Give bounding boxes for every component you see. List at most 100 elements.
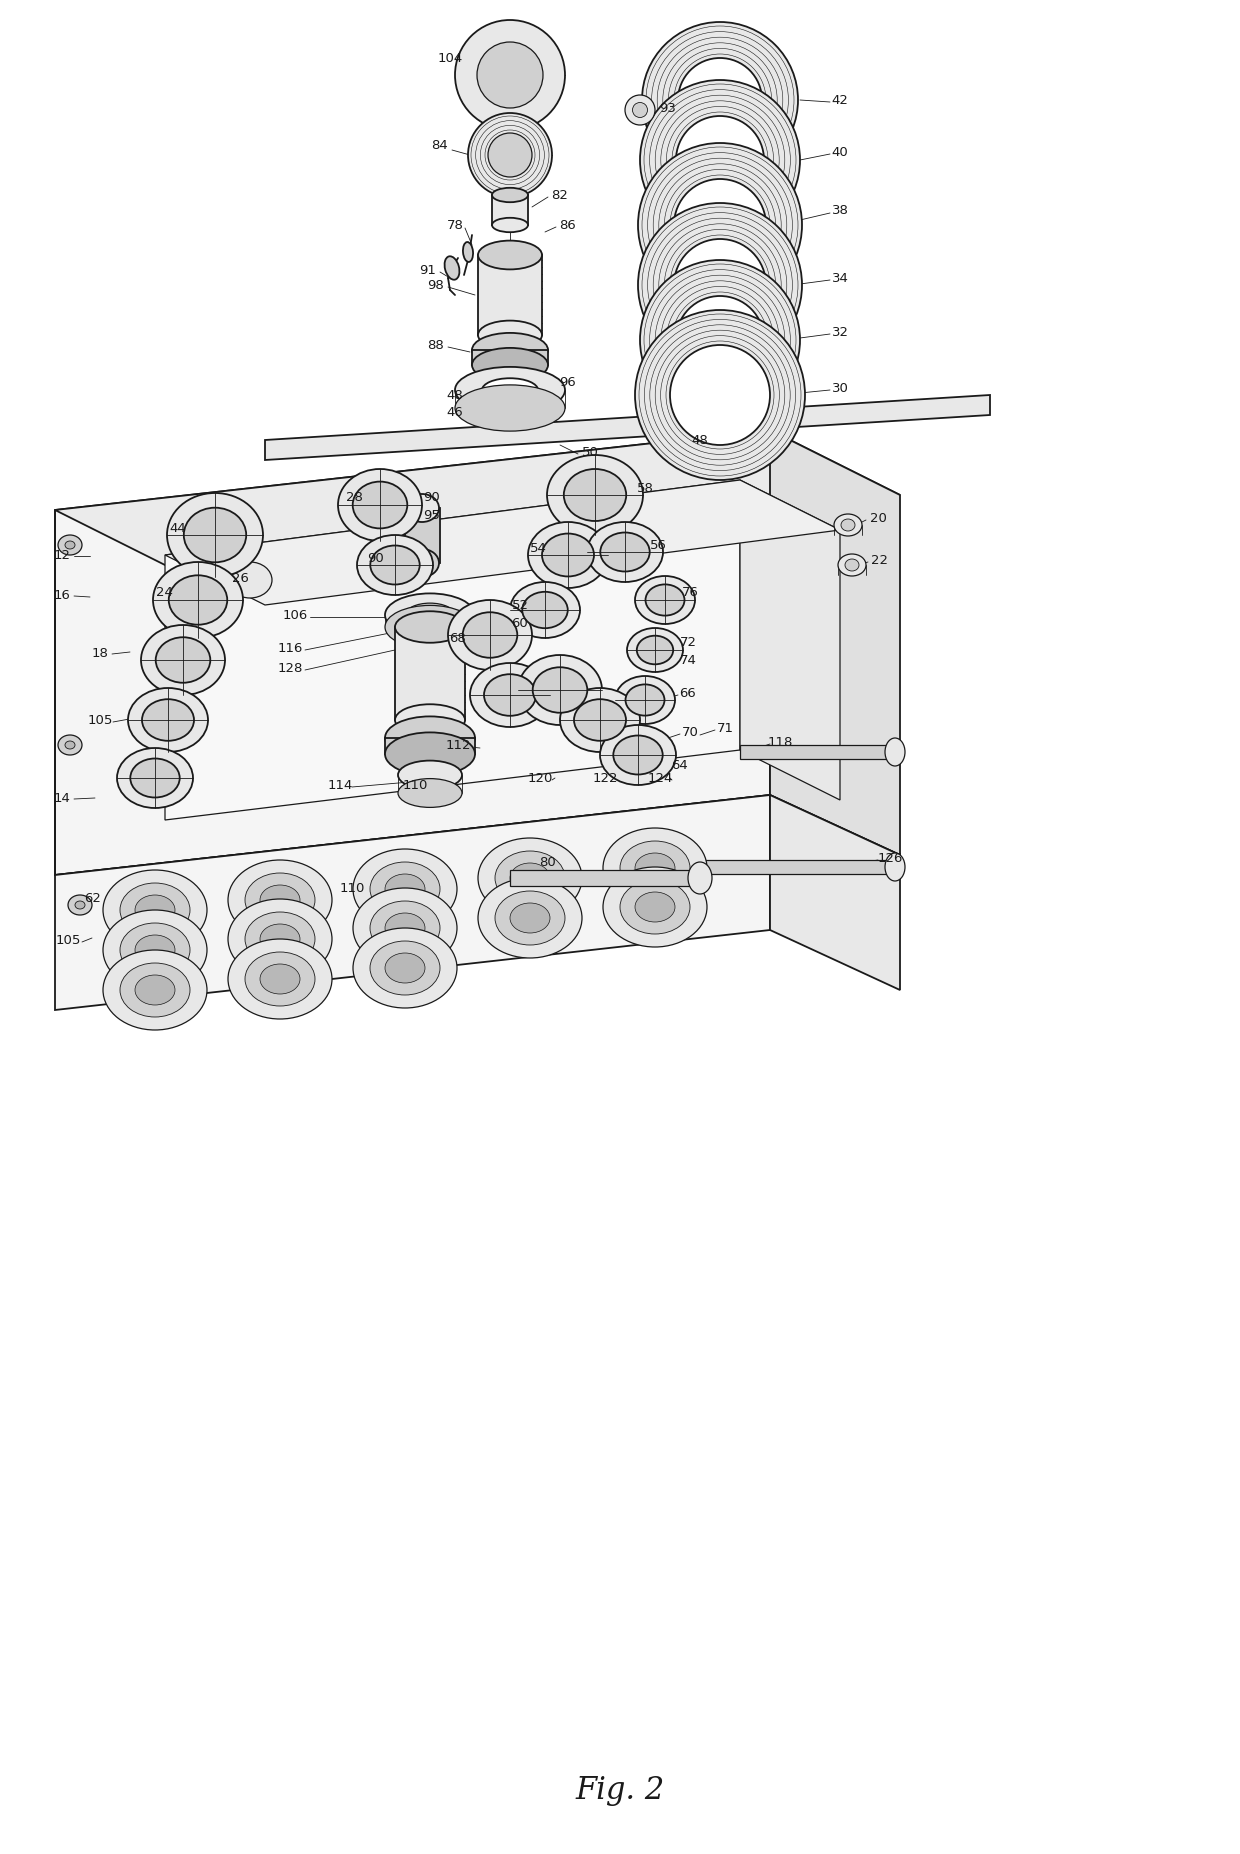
Text: 84: 84 (432, 139, 449, 152)
Ellipse shape (484, 675, 536, 716)
Ellipse shape (627, 629, 683, 671)
Ellipse shape (156, 638, 211, 682)
Text: 110: 110 (402, 779, 428, 792)
Ellipse shape (260, 884, 300, 916)
Ellipse shape (518, 654, 601, 725)
Ellipse shape (398, 779, 463, 806)
Ellipse shape (510, 903, 551, 933)
Ellipse shape (635, 892, 675, 921)
Ellipse shape (58, 536, 82, 554)
Ellipse shape (489, 133, 532, 176)
Ellipse shape (640, 80, 800, 239)
Ellipse shape (384, 912, 425, 944)
Ellipse shape (153, 562, 243, 638)
Text: 20: 20 (869, 512, 887, 525)
Ellipse shape (640, 260, 800, 421)
Text: 32: 32 (832, 326, 848, 339)
Ellipse shape (620, 881, 689, 934)
Text: 93: 93 (660, 102, 677, 115)
Ellipse shape (603, 868, 707, 947)
Text: 82: 82 (552, 189, 568, 202)
Polygon shape (770, 795, 900, 990)
Ellipse shape (463, 612, 517, 658)
Ellipse shape (353, 929, 458, 1009)
Polygon shape (55, 430, 900, 575)
Text: 40: 40 (832, 145, 848, 158)
Text: 86: 86 (559, 219, 575, 232)
Text: 95: 95 (424, 508, 440, 521)
Text: 18: 18 (92, 647, 108, 660)
Bar (384, 738, 475, 755)
Ellipse shape (396, 705, 465, 736)
Ellipse shape (477, 321, 542, 349)
Ellipse shape (477, 838, 582, 918)
Ellipse shape (688, 862, 712, 894)
Text: 72: 72 (680, 636, 697, 649)
Ellipse shape (635, 853, 675, 883)
Text: 116: 116 (278, 641, 303, 654)
Text: 126: 126 (878, 851, 903, 864)
Ellipse shape (838, 554, 866, 577)
Text: Fig. 2: Fig. 2 (575, 1774, 665, 1806)
Ellipse shape (370, 901, 440, 955)
Bar (492, 195, 528, 224)
Ellipse shape (228, 860, 332, 940)
Text: 52: 52 (511, 599, 528, 612)
Ellipse shape (533, 667, 588, 712)
Ellipse shape (614, 736, 662, 775)
Text: 71: 71 (717, 721, 734, 734)
Text: 60: 60 (512, 617, 528, 630)
Ellipse shape (129, 964, 181, 984)
Ellipse shape (510, 862, 551, 894)
Text: 91: 91 (419, 263, 436, 276)
Ellipse shape (492, 187, 528, 202)
Text: 70: 70 (682, 725, 698, 738)
Ellipse shape (632, 102, 647, 117)
Ellipse shape (352, 482, 407, 528)
Ellipse shape (141, 625, 224, 695)
Text: 44: 44 (170, 521, 186, 534)
Ellipse shape (885, 738, 905, 766)
Ellipse shape (470, 664, 551, 727)
Text: 16: 16 (53, 588, 71, 601)
Text: 50: 50 (582, 445, 599, 458)
Ellipse shape (835, 514, 862, 536)
Ellipse shape (600, 725, 676, 784)
Text: 120: 120 (527, 771, 553, 784)
Text: 88: 88 (427, 339, 444, 352)
Ellipse shape (384, 873, 425, 905)
Ellipse shape (467, 113, 552, 197)
Text: 62: 62 (84, 892, 102, 905)
Text: 105: 105 (56, 934, 81, 947)
Text: 114: 114 (327, 779, 352, 792)
Ellipse shape (463, 243, 472, 261)
Ellipse shape (246, 873, 315, 927)
Ellipse shape (260, 923, 300, 955)
Ellipse shape (676, 297, 764, 384)
Ellipse shape (371, 545, 419, 584)
Ellipse shape (353, 888, 458, 968)
Ellipse shape (676, 117, 764, 204)
Text: 128: 128 (278, 662, 303, 675)
Ellipse shape (675, 239, 766, 332)
Text: 26: 26 (232, 571, 248, 584)
Ellipse shape (384, 606, 475, 649)
Text: 48: 48 (446, 389, 464, 402)
Ellipse shape (103, 870, 207, 949)
Text: 64: 64 (672, 758, 688, 771)
Text: 98: 98 (427, 278, 444, 291)
Ellipse shape (635, 577, 694, 625)
Ellipse shape (625, 684, 665, 716)
Polygon shape (770, 430, 900, 855)
Ellipse shape (639, 202, 802, 367)
Ellipse shape (254, 914, 306, 934)
Ellipse shape (120, 962, 190, 1018)
Ellipse shape (472, 349, 548, 382)
Ellipse shape (68, 895, 92, 916)
Ellipse shape (228, 562, 272, 599)
Ellipse shape (528, 523, 608, 588)
Text: 106: 106 (283, 608, 308, 621)
Text: 56: 56 (650, 538, 666, 551)
Ellipse shape (620, 842, 689, 895)
Ellipse shape (587, 523, 663, 582)
